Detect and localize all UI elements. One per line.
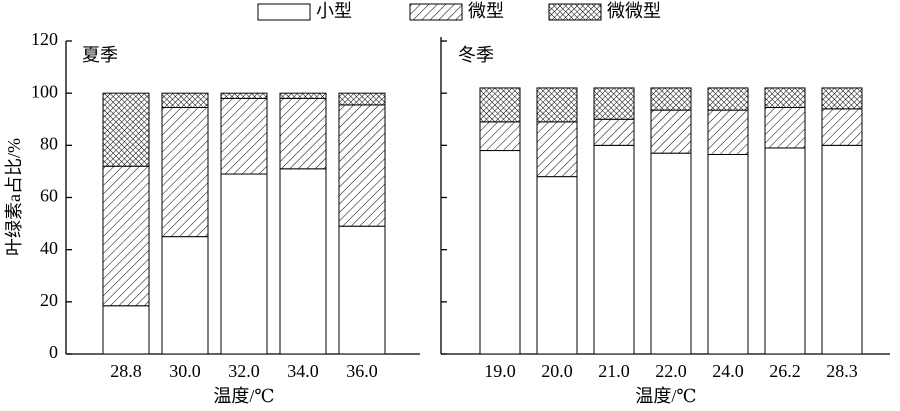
bar-segment: [161, 236, 209, 355]
bar-segment: [821, 87, 863, 110]
legend-label: 微微型: [607, 1, 661, 21]
bar-segment: [479, 121, 521, 152]
bar-segment: [479, 150, 521, 355]
bar-segment: [821, 144, 863, 355]
x-tick-label: 34.0: [287, 361, 319, 381]
legend-swatch: [257, 3, 311, 21]
bar-segment: [650, 109, 692, 154]
x-axis-label: 温度/℃: [213, 386, 274, 406]
bar-segment: [707, 153, 749, 355]
bar-segment: [338, 92, 386, 106]
y-tick-label: 40: [40, 238, 58, 258]
bar-segment: [536, 121, 578, 178]
x-tick-label: 22.0: [655, 361, 687, 381]
bar-segment: [338, 104, 386, 227]
x-tick-label: 19.0: [484, 361, 516, 381]
legend-swatch: [548, 3, 602, 21]
y-tick-label: 60: [40, 186, 58, 206]
x-tick-label: 30.0: [169, 361, 201, 381]
bar-segment: [220, 173, 268, 355]
bar-segment: [764, 147, 806, 355]
legend-swatch: [409, 3, 463, 21]
y-tick-label: 100: [31, 81, 58, 101]
panel-title: 冬季: [458, 45, 494, 65]
legend-label: 小型: [316, 1, 352, 21]
bar-segment: [764, 87, 806, 109]
y-tick-label: 20: [40, 290, 58, 310]
bar-segment: [593, 118, 635, 146]
bar-segment: [279, 92, 327, 99]
bar-segment: [161, 107, 209, 238]
y-tick-label: 120: [31, 29, 58, 49]
x-tick-label: 32.0: [228, 361, 260, 381]
x-tick-label: 26.2: [769, 361, 801, 381]
x-axis-label: 温度/℃: [635, 386, 696, 406]
y-tick-label: 80: [40, 133, 58, 153]
bar-segment: [161, 92, 209, 109]
bar-segment: [593, 87, 635, 120]
bar-segment: [102, 305, 150, 355]
bar-segment: [220, 97, 268, 175]
bar-segment: [102, 165, 150, 307]
bar-segment: [593, 144, 635, 355]
x-tick-label: 21.0: [598, 361, 630, 381]
bar-segment: [279, 168, 327, 355]
y-tick-label: 0: [49, 342, 58, 362]
x-tick-label: 36.0: [346, 361, 378, 381]
bar-segment: [338, 225, 386, 355]
y-axis-label: 叶绿素a占比/%: [4, 138, 24, 256]
bar-segment: [707, 109, 749, 155]
bar-segment: [479, 87, 521, 123]
bar-segment: [707, 87, 749, 111]
bar-segment: [220, 92, 268, 99]
x-tick-label: 20.0: [541, 361, 573, 381]
bar-segment: [821, 108, 863, 146]
bar-segment: [102, 92, 150, 167]
panel-title: 夏季: [82, 45, 118, 65]
bar-segment: [536, 87, 578, 123]
x-tick-label: 28.3: [826, 361, 858, 381]
bar-segment: [764, 107, 806, 149]
bar-segment: [536, 176, 578, 355]
x-tick-label: 24.0: [712, 361, 744, 381]
legend-label: 微型: [468, 1, 504, 21]
bar-segment: [279, 97, 327, 170]
bar-segment: [650, 87, 692, 111]
x-tick-label: 28.8: [110, 361, 142, 381]
bar-segment: [650, 152, 692, 355]
